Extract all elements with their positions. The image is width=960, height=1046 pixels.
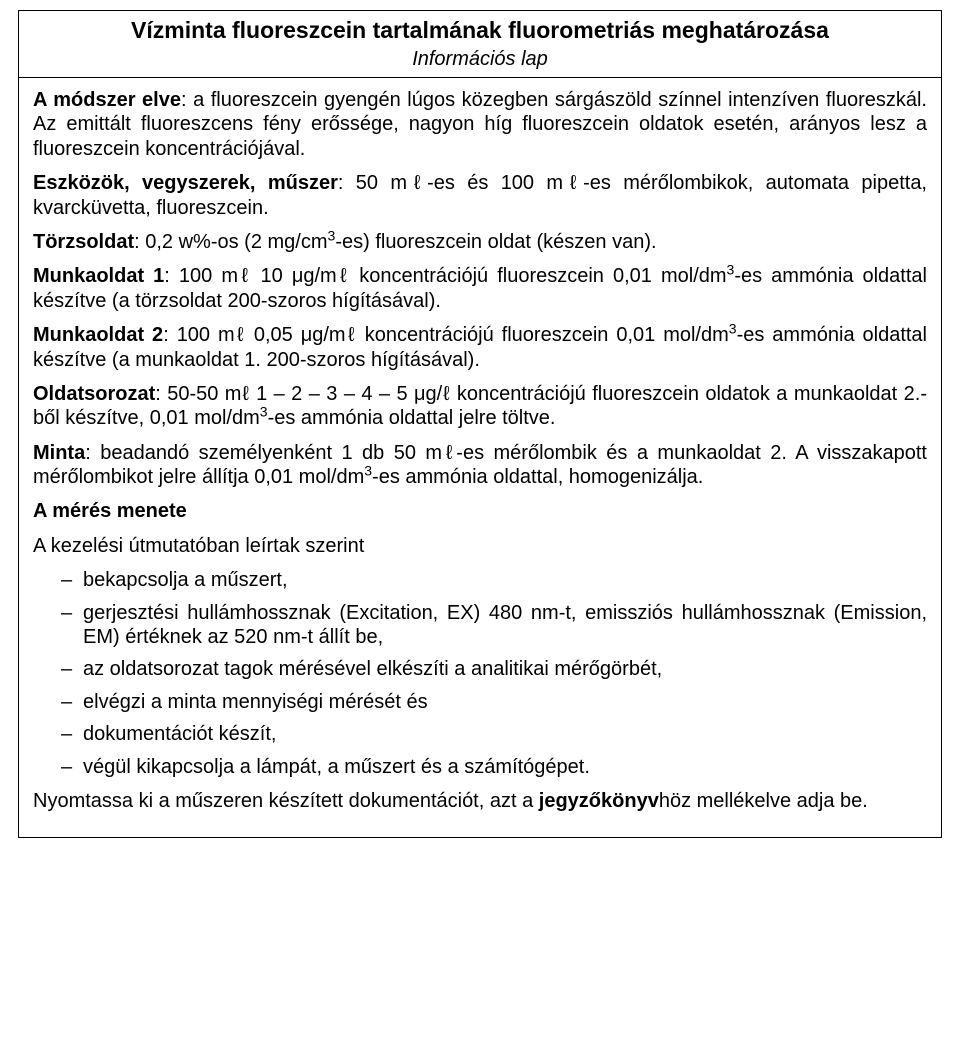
paragraph-sample: Minta: beadandó személyenként 1 db 50 mℓ… <box>33 441 927 490</box>
label-tools: Eszközök, vegyszerek, műszer <box>33 172 338 194</box>
label-procedure: A mérés menete <box>33 500 187 522</box>
text-work2-pre: : 100 mℓ 0,05 μg/mℓ koncentrációjú fluor… <box>163 324 729 346</box>
sup-work2: 3 <box>729 320 737 336</box>
text-sample-post: -es ammónia oldattal, homogenizálja. <box>372 466 703 488</box>
text-stock-pre: : 0,2 w%-os (2 mg/cm <box>134 231 327 253</box>
label-sample: Minta <box>33 442 85 464</box>
paragraph-instructions-intro: A kezelési útmutatóban leírtak szerint <box>33 534 927 558</box>
list-item: bekapcsolja a műszert, <box>83 568 927 592</box>
main-title: Vízminta fluoreszcein tartalmának fluoro… <box>33 17 927 48</box>
list-item: gerjesztési hullámhossznak (Excitation, … <box>83 601 927 650</box>
label-stock: Törzsoldat <box>33 231 134 253</box>
label-series: Oldatsorozat <box>33 383 155 405</box>
document-frame: Vízminta fluoreszcein tartalmának fluoro… <box>18 10 942 838</box>
list-item: az oldatsorozat tagok mérésével elkészít… <box>83 657 927 681</box>
paragraph-procedure-heading: A mérés menete <box>33 499 927 523</box>
subtitle: Információs lap <box>33 48 927 73</box>
text-stock-post: -es) fluoreszcein oldat (készen van). <box>335 231 656 253</box>
paragraph-work1: Munkaoldat 1: 100 mℓ 10 μg/mℓ koncentrác… <box>33 264 927 313</box>
list-item: dokumentációt készít, <box>83 722 927 746</box>
label-work2: Munkaoldat 2 <box>33 324 163 346</box>
title-block: Vízminta fluoreszcein tartalmának fluoro… <box>19 17 941 78</box>
paragraph-work2: Munkaoldat 2: 100 mℓ 0,05 μg/mℓ koncentr… <box>33 323 927 372</box>
closing-post: höz mellékelve adja be. <box>659 790 868 812</box>
closing-bold: jegyzőkönyv <box>539 790 659 812</box>
closing-pre: Nyomtassa ki a műszeren készített dokume… <box>33 790 539 812</box>
label-method: A módszer elve <box>33 89 181 111</box>
paragraph-series: Oldatsorozat: 50-50 mℓ 1 – 2 – 3 – 4 – 5… <box>33 382 927 431</box>
paragraph-method: A módszer elve: a fluoreszcein gyengén l… <box>33 88 927 161</box>
text-series-post: -es ammónia oldattal jelre töltve. <box>268 407 556 429</box>
list-item: elvégzi a minta mennyiségi mérését és <box>83 690 927 714</box>
sup-series: 3 <box>260 404 268 420</box>
sup-sample: 3 <box>364 462 372 478</box>
paragraph-tools: Eszközök, vegyszerek, műszer: 50 mℓ-es é… <box>33 171 927 220</box>
list-item: végül kikapcsolja a lámpát, a műszert és… <box>83 755 927 779</box>
bullet-list: bekapcsolja a műszert, gerjesztési hullá… <box>33 568 927 779</box>
text-work1-pre: : 100 mℓ 10 μg/mℓ koncentrációjú fluores… <box>164 265 726 287</box>
document-page: Vízminta fluoreszcein tartalmának fluoro… <box>0 0 960 858</box>
paragraph-stock: Törzsoldat: 0,2 w%-os (2 mg/cm3-es) fluo… <box>33 230 927 254</box>
paragraph-closing: Nyomtassa ki a műszeren készített dokume… <box>33 789 927 813</box>
label-work1: Munkaoldat 1 <box>33 265 164 287</box>
